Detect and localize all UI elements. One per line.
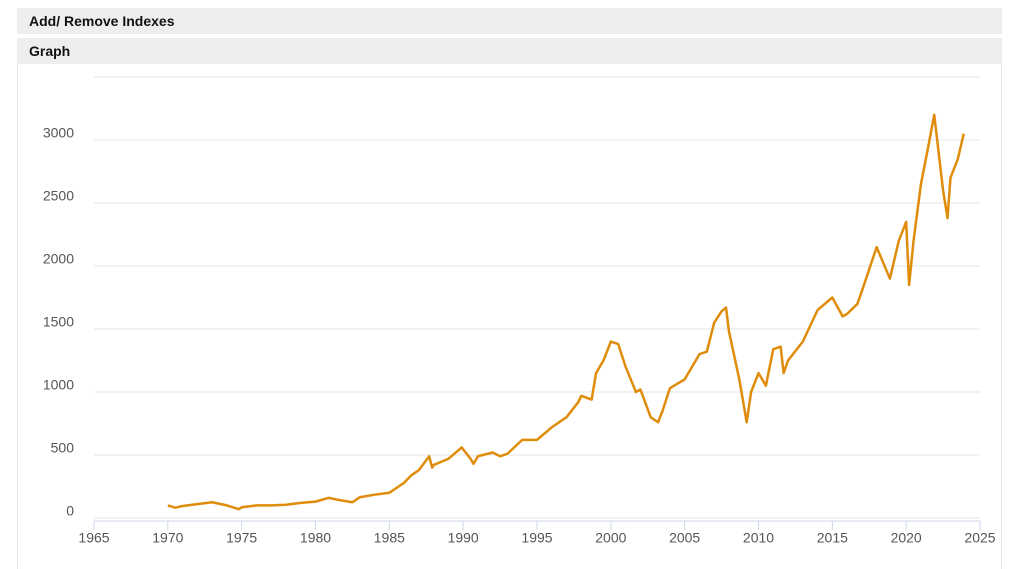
x-tick-label: 1975 bbox=[226, 530, 257, 546]
x-tick-label: 1990 bbox=[448, 530, 479, 546]
x-tick-label: 2015 bbox=[817, 530, 848, 546]
line-series bbox=[167, 113, 965, 511]
x-tick-label: 1970 bbox=[152, 530, 183, 546]
x-tick-label: 1980 bbox=[300, 530, 331, 546]
section-title: Graph bbox=[17, 38, 1002, 64]
y-tick-label: 2500 bbox=[43, 188, 74, 204]
y-tick-label: 1000 bbox=[43, 377, 74, 393]
x-tick-label: 1995 bbox=[521, 530, 552, 546]
header-title[interactable]: Add/ Remove Indexes bbox=[17, 8, 1002, 34]
y-tick-label: 0 bbox=[66, 503, 74, 519]
y-tick-label: 2000 bbox=[43, 251, 74, 267]
y-tick-label: 3000 bbox=[43, 125, 74, 141]
chart-panel bbox=[17, 64, 1002, 569]
x-tick-label: 1965 bbox=[78, 530, 109, 546]
y-tick-label: 1500 bbox=[43, 314, 74, 330]
x-tick-label: 1985 bbox=[374, 530, 405, 546]
x-tick-label: 2020 bbox=[891, 530, 922, 546]
x-tick-label: 2000 bbox=[595, 530, 626, 546]
y-tick-label: 500 bbox=[51, 440, 75, 456]
x-tick-label: 2010 bbox=[743, 530, 774, 546]
x-tick-label: 2025 bbox=[964, 530, 995, 546]
x-tick-label: 2005 bbox=[669, 530, 700, 546]
